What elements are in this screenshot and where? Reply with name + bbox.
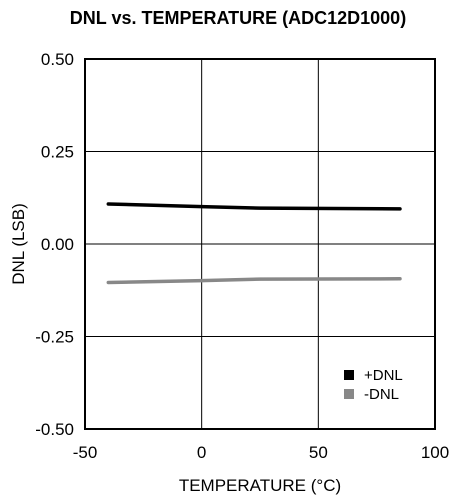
y-tick-label: 0.25 xyxy=(41,143,74,162)
legend-label: -DNL xyxy=(364,386,399,403)
x-tick-label: -50 xyxy=(73,443,98,462)
y-tick-label: 0.00 xyxy=(41,235,74,254)
x-tick-labels: -50 0 50 100 xyxy=(73,443,449,462)
x-axis-label: TEMPERATURE (°C) xyxy=(179,476,341,495)
x-tick-label: 100 xyxy=(421,443,449,462)
legend-swatch xyxy=(344,389,354,399)
legend: +DNL -DNL xyxy=(344,367,403,403)
series-lines xyxy=(106,202,402,285)
grid-lines xyxy=(85,59,435,429)
legend-label: +DNL xyxy=(364,367,403,384)
plot-frame xyxy=(84,58,436,430)
legend-swatch xyxy=(344,370,354,380)
y-tick-label: -0.50 xyxy=(35,420,74,439)
y-axis-label: DNL (LSB) xyxy=(9,203,28,285)
chart-title: DNL vs. TEMPERATURE (ADC12D1000) xyxy=(70,8,406,28)
y-tick-label: -0.25 xyxy=(35,328,74,347)
series-line-minus-dnl xyxy=(106,277,402,285)
series-line-plus-dnl xyxy=(106,202,402,211)
x-tick-label: 50 xyxy=(309,443,328,462)
x-tick-label: 0 xyxy=(197,443,206,462)
y-tick-labels: -0.50 -0.25 0.00 0.25 0.50 xyxy=(35,50,74,439)
y-tick-label: 0.50 xyxy=(41,50,74,69)
